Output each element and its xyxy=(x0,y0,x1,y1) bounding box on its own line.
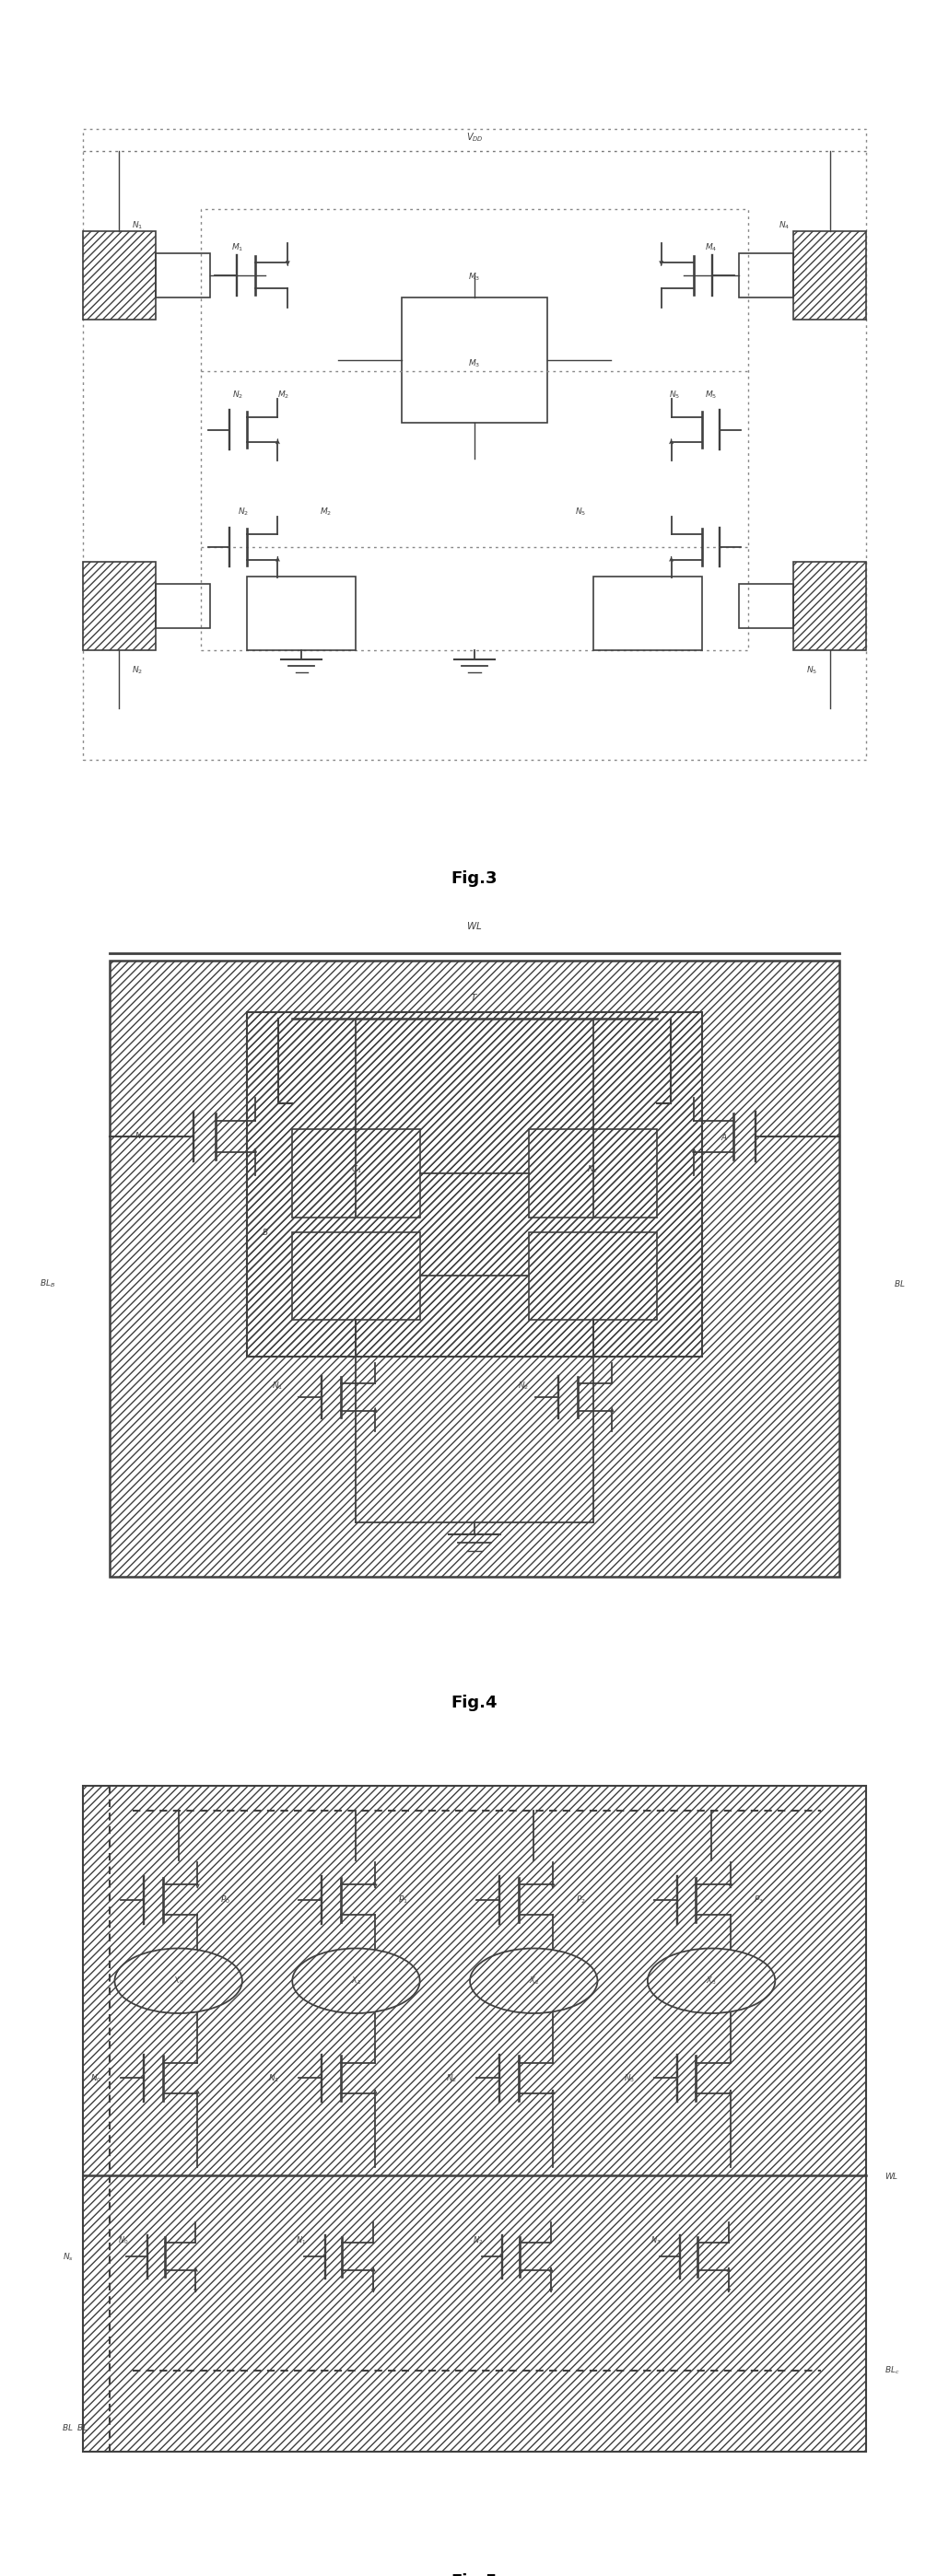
Text: $N_5$: $N_5$ xyxy=(806,665,817,675)
Bar xyxy=(793,562,866,649)
Text: $BL$: $BL$ xyxy=(62,2421,74,2432)
Bar xyxy=(738,252,793,299)
Text: $N_1$: $N_1$ xyxy=(135,1131,145,1141)
Text: $M_3$: $M_3$ xyxy=(469,270,480,283)
Text: $N_4$: $N_4$ xyxy=(778,219,790,232)
Text: $M_1$: $M_1$ xyxy=(232,242,244,252)
Bar xyxy=(83,1785,866,2452)
Text: $N_1$: $N_1$ xyxy=(295,2236,306,2246)
Text: $BL$: $BL$ xyxy=(894,1278,905,1288)
Text: $BL_c$: $BL_c$ xyxy=(884,2365,900,2375)
Text: $A$: $A$ xyxy=(720,1131,728,1141)
Text: $N_1$: $N_1$ xyxy=(269,2074,280,2084)
Bar xyxy=(530,1128,657,1218)
Bar xyxy=(292,1128,419,1218)
Bar xyxy=(247,577,356,649)
Text: $N_2$: $N_2$ xyxy=(518,1381,530,1391)
Text: $N_1$: $N_1$ xyxy=(132,219,143,232)
Text: $N_0$: $N_0$ xyxy=(90,2074,102,2084)
Text: $N_1$: $N_1$ xyxy=(272,1381,283,1391)
Text: $M_4$: $M_4$ xyxy=(705,242,717,252)
Text: $T$: $T$ xyxy=(471,992,478,1002)
Text: $N_2$: $N_2$ xyxy=(446,2074,457,2084)
Bar xyxy=(738,585,793,629)
Text: $N_s$: $N_s$ xyxy=(63,2251,74,2262)
Text: $N_2$: $N_2$ xyxy=(587,1164,599,1175)
Bar xyxy=(247,1012,702,1358)
Text: $N_2$: $N_2$ xyxy=(474,2236,484,2246)
Bar xyxy=(83,232,156,319)
Bar xyxy=(593,577,702,649)
Text: $B$: $B$ xyxy=(261,1226,269,1236)
Text: $P_2$: $P_2$ xyxy=(576,1893,586,1906)
Text: $N_5$: $N_5$ xyxy=(575,507,586,518)
Text: $P_0$: $P_0$ xyxy=(220,1893,231,1906)
Text: $C_1$: $C_1$ xyxy=(350,1164,362,1175)
Bar xyxy=(156,585,211,629)
Text: $M_2$: $M_2$ xyxy=(320,507,332,518)
Text: $WL$: $WL$ xyxy=(884,2172,899,2182)
Text: $N_2$: $N_2$ xyxy=(233,389,243,399)
Text: $M_3$: $M_3$ xyxy=(469,358,480,368)
Text: $N_5$: $N_5$ xyxy=(669,389,680,399)
Bar xyxy=(201,209,748,649)
Bar xyxy=(156,252,211,299)
Text: $N_0$: $N_0$ xyxy=(118,2236,128,2246)
Bar xyxy=(401,299,548,422)
Text: $X_0$: $X_0$ xyxy=(173,1976,184,1986)
Bar xyxy=(110,961,839,1577)
Bar xyxy=(793,232,866,319)
Text: Fig.4: Fig.4 xyxy=(451,1695,498,1710)
Text: $P_1$: $P_1$ xyxy=(399,1893,408,1906)
Text: $BL_B$: $BL_B$ xyxy=(40,1278,55,1288)
Text: $X_3$: $X_3$ xyxy=(706,1976,716,1986)
Text: $N_2$: $N_2$ xyxy=(237,507,249,518)
Text: $N_3$: $N_3$ xyxy=(651,2236,661,2246)
Bar xyxy=(83,562,156,649)
Text: $M_5$: $M_5$ xyxy=(705,389,717,399)
Text: $N_2$: $N_2$ xyxy=(132,665,143,675)
Text: $X_2$: $X_2$ xyxy=(529,1976,539,1986)
Bar xyxy=(530,1231,657,1319)
Text: Fig.3: Fig.3 xyxy=(451,871,498,886)
Text: $M_2$: $M_2$ xyxy=(277,389,289,399)
Text: $BL$: $BL$ xyxy=(77,2421,88,2432)
Text: $P_3$: $P_3$ xyxy=(754,1893,764,1906)
Text: $V_{DD}$: $V_{DD}$ xyxy=(466,131,483,144)
Text: Fig.5: Fig.5 xyxy=(451,2573,498,2576)
Text: $WL$: $WL$ xyxy=(467,920,482,930)
Text: $N_3$: $N_3$ xyxy=(623,2074,635,2084)
Bar xyxy=(292,1231,419,1319)
Text: $X_1$: $X_1$ xyxy=(351,1976,362,1986)
Bar xyxy=(83,129,866,760)
